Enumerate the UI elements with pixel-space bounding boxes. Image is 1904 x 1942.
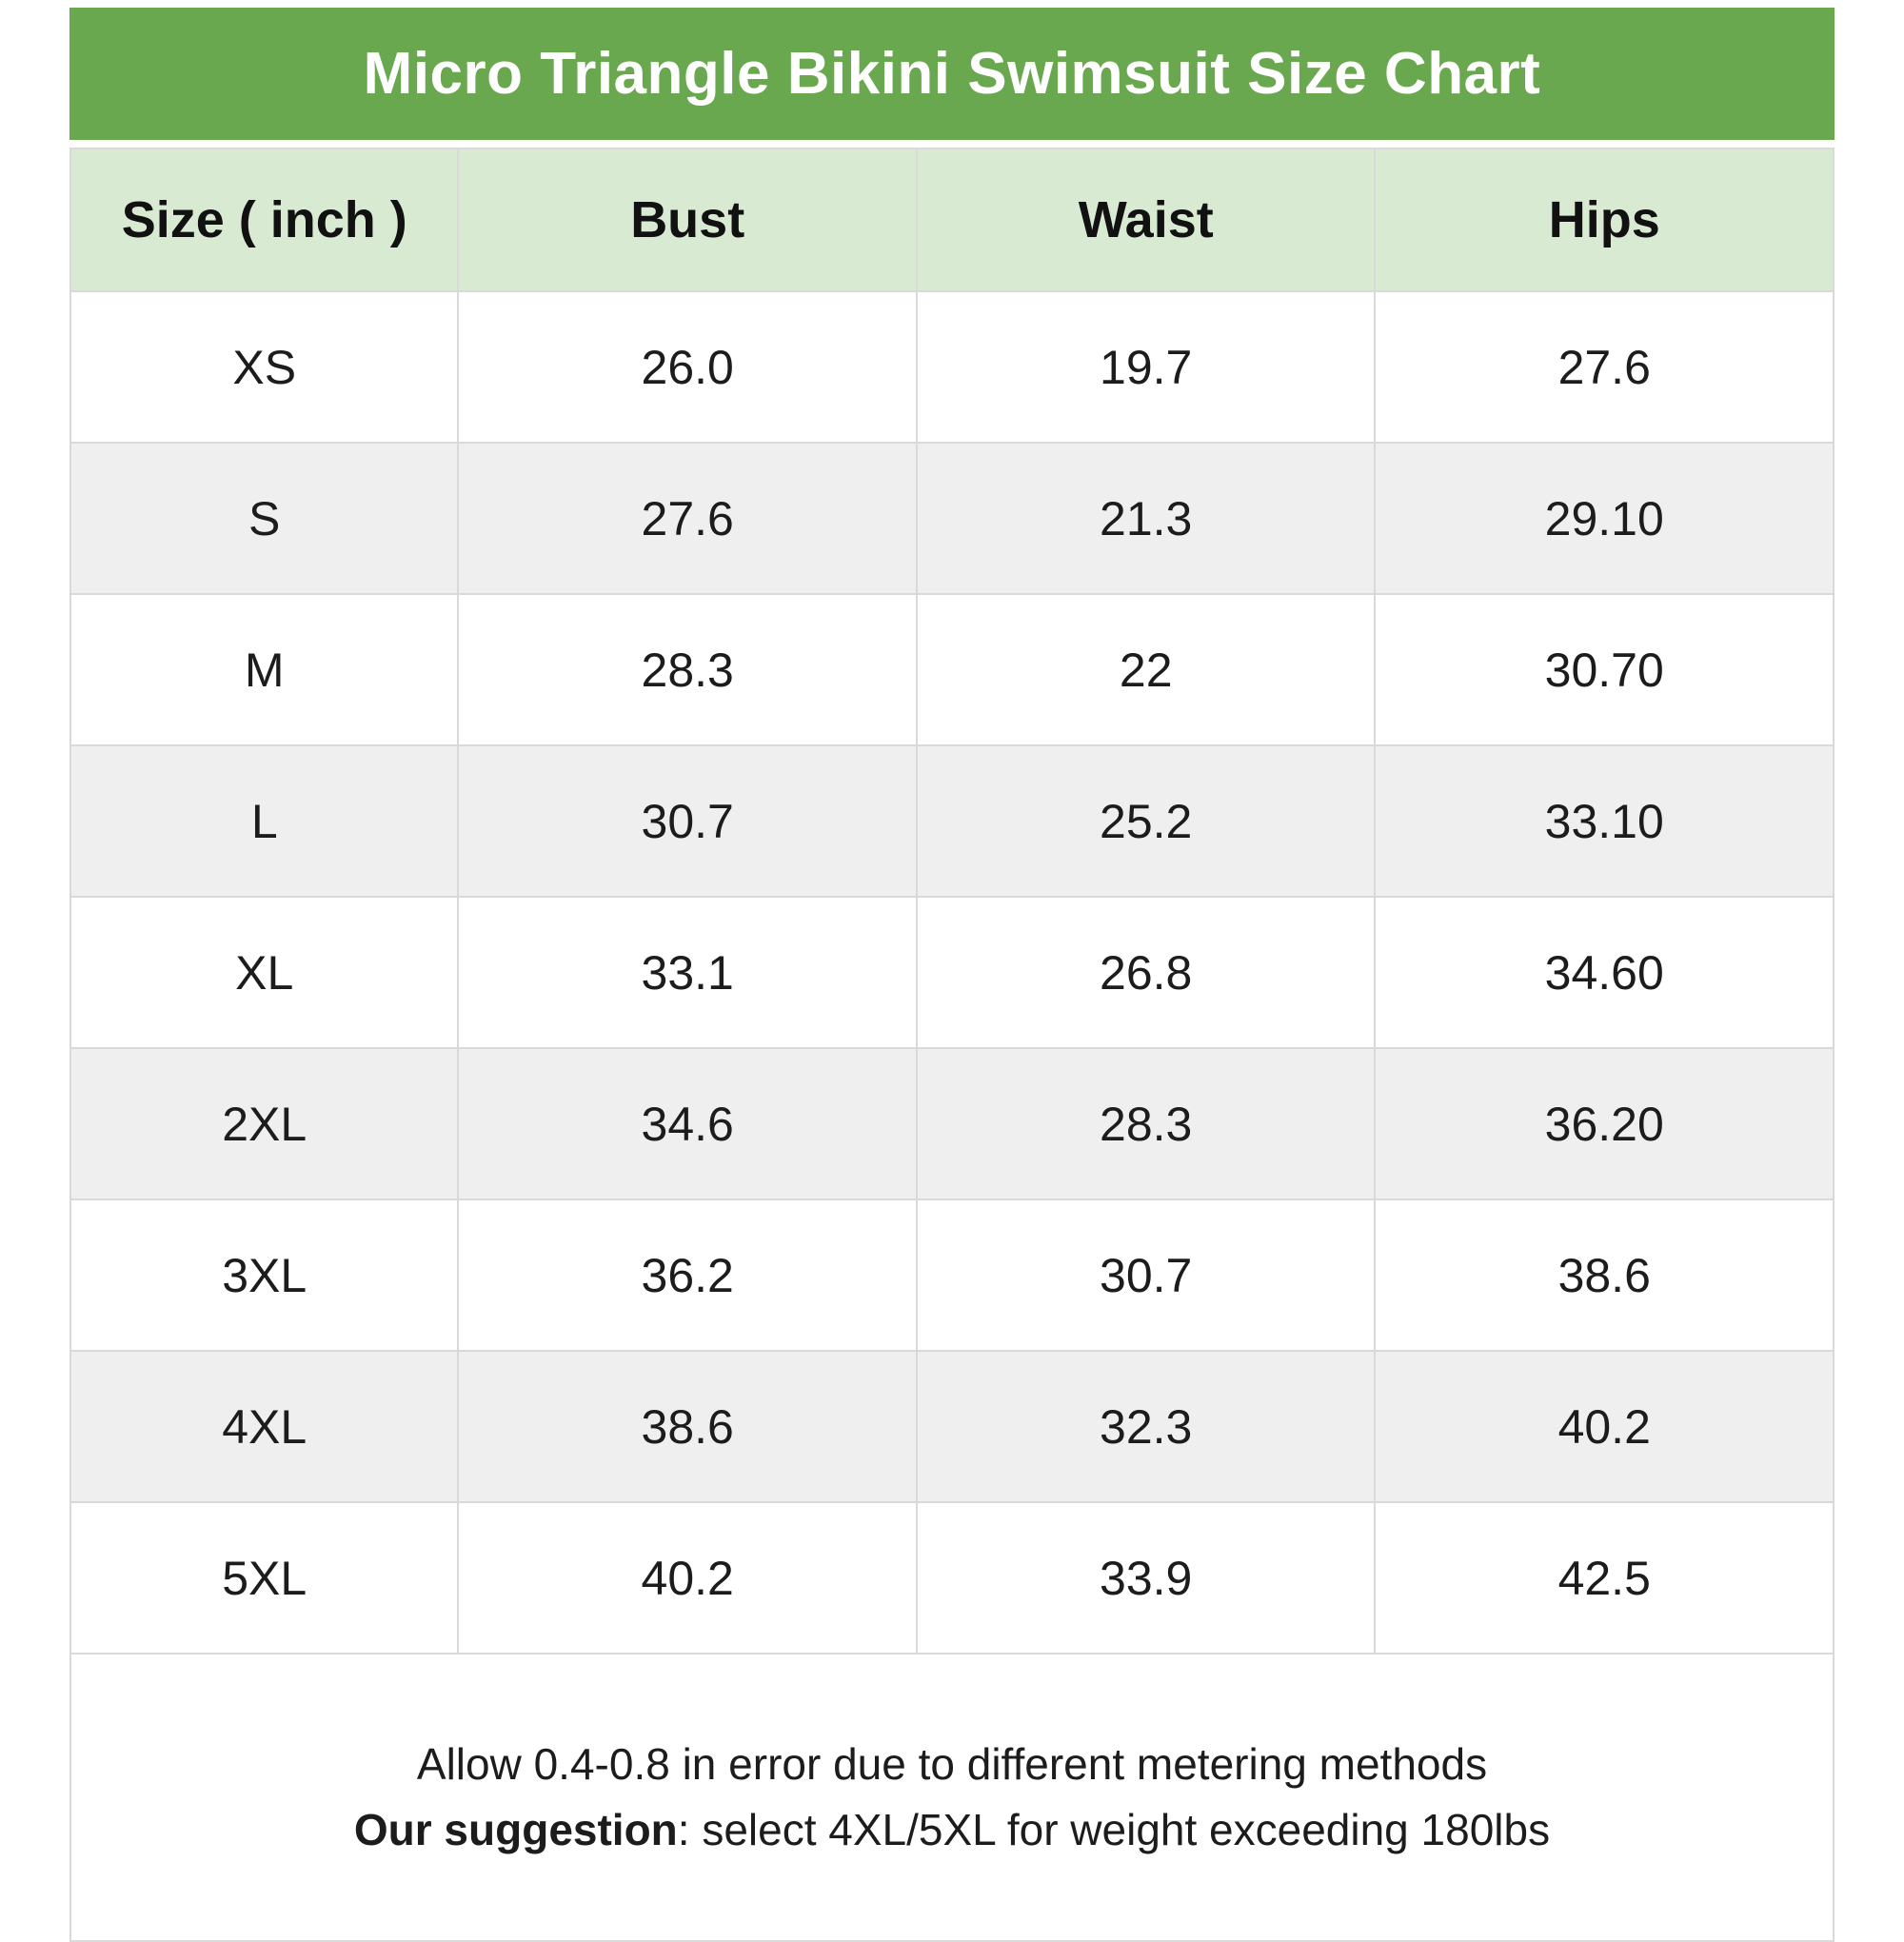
table-row-m: M 28.3 22 30.70 bbox=[69, 593, 1835, 746]
chart-title-bar: Micro Triangle Bikini Swimsuit Size Char… bbox=[69, 8, 1835, 140]
footer-line2: Our suggestion: select 4XL/5XL for weigh… bbox=[354, 1804, 1550, 1856]
cell-hips: 42.5 bbox=[1374, 1501, 1835, 1655]
table-row-s: S 27.6 21.3 29.10 bbox=[69, 442, 1835, 595]
cell-waist: 22 bbox=[915, 593, 1377, 746]
cell-hips: 36.20 bbox=[1374, 1047, 1835, 1200]
table-row-5xl: 5XL 40.2 33.9 42.5 bbox=[69, 1501, 1835, 1655]
chart-title: Micro Triangle Bikini Swimsuit Size Char… bbox=[363, 41, 1541, 107]
footer-line1: Allow 0.4-0.8 in error due to different … bbox=[416, 1738, 1488, 1789]
cell-size: XL bbox=[69, 896, 460, 1049]
cell-bust: 34.6 bbox=[457, 1047, 918, 1200]
table-row-l: L 30.7 25.2 33.10 bbox=[69, 744, 1835, 898]
footer-line2-rest: : select 4XL/5XL for weight exceeding 18… bbox=[677, 1805, 1551, 1854]
header-row: Size ( inch ) Bust Waist Hips bbox=[69, 148, 1835, 292]
size-table: Size ( inch ) Bust Waist Hips XS 26.0 19… bbox=[69, 148, 1835, 1655]
cell-bust: 28.3 bbox=[457, 593, 918, 746]
cell-hips: 29.10 bbox=[1374, 442, 1835, 595]
cell-bust: 40.2 bbox=[457, 1501, 918, 1655]
col-header-hips: Hips bbox=[1374, 148, 1835, 292]
table-row-3xl: 3XL 36.2 30.7 38.6 bbox=[69, 1199, 1835, 1352]
cell-size: 5XL bbox=[69, 1501, 460, 1655]
cell-bust: 26.0 bbox=[457, 290, 918, 444]
cell-waist: 33.9 bbox=[915, 1501, 1377, 1655]
cell-hips: 34.60 bbox=[1374, 896, 1835, 1049]
cell-hips: 27.6 bbox=[1374, 290, 1835, 444]
cell-waist: 28.3 bbox=[915, 1047, 1377, 1200]
size-chart: Micro Triangle Bikini Swimsuit Size Char… bbox=[69, 8, 1835, 1942]
footer-line2-bold: Our suggestion bbox=[353, 1805, 678, 1854]
table-row-xl: XL 33.1 26.8 34.60 bbox=[69, 896, 1835, 1049]
footer-note: Allow 0.4-0.8 in error due to different … bbox=[69, 1655, 1835, 1942]
cell-waist: 25.2 bbox=[915, 744, 1377, 898]
table-row-4xl: 4XL 38.6 32.3 40.2 bbox=[69, 1350, 1835, 1503]
cell-waist: 21.3 bbox=[915, 442, 1377, 595]
cell-size: 2XL bbox=[69, 1047, 460, 1200]
cell-size: L bbox=[69, 744, 460, 898]
cell-waist: 26.8 bbox=[915, 896, 1377, 1049]
col-header-bust: Bust bbox=[457, 148, 918, 292]
table-row-2xl: 2XL 34.6 28.3 36.20 bbox=[69, 1047, 1835, 1200]
cell-bust: 38.6 bbox=[457, 1350, 918, 1503]
cell-size: 3XL bbox=[69, 1199, 460, 1352]
cell-size: S bbox=[69, 442, 460, 595]
table-row-xs: XS 26.0 19.7 27.6 bbox=[69, 290, 1835, 444]
cell-hips: 33.10 bbox=[1374, 744, 1835, 898]
cell-hips: 40.2 bbox=[1374, 1350, 1835, 1503]
cell-bust: 36.2 bbox=[457, 1199, 918, 1352]
cell-bust: 33.1 bbox=[457, 896, 918, 1049]
cell-hips: 30.70 bbox=[1374, 593, 1835, 746]
col-header-size: Size ( inch ) bbox=[69, 148, 460, 292]
cell-bust: 30.7 bbox=[457, 744, 918, 898]
cell-size: M bbox=[69, 593, 460, 746]
cell-hips: 38.6 bbox=[1374, 1199, 1835, 1352]
cell-bust: 27.6 bbox=[457, 442, 918, 595]
col-header-waist: Waist bbox=[915, 148, 1377, 292]
cell-size: XS bbox=[69, 290, 460, 444]
cell-waist: 32.3 bbox=[915, 1350, 1377, 1503]
cell-waist: 19.7 bbox=[915, 290, 1377, 444]
cell-waist: 30.7 bbox=[915, 1199, 1377, 1352]
cell-size: 4XL bbox=[69, 1350, 460, 1503]
